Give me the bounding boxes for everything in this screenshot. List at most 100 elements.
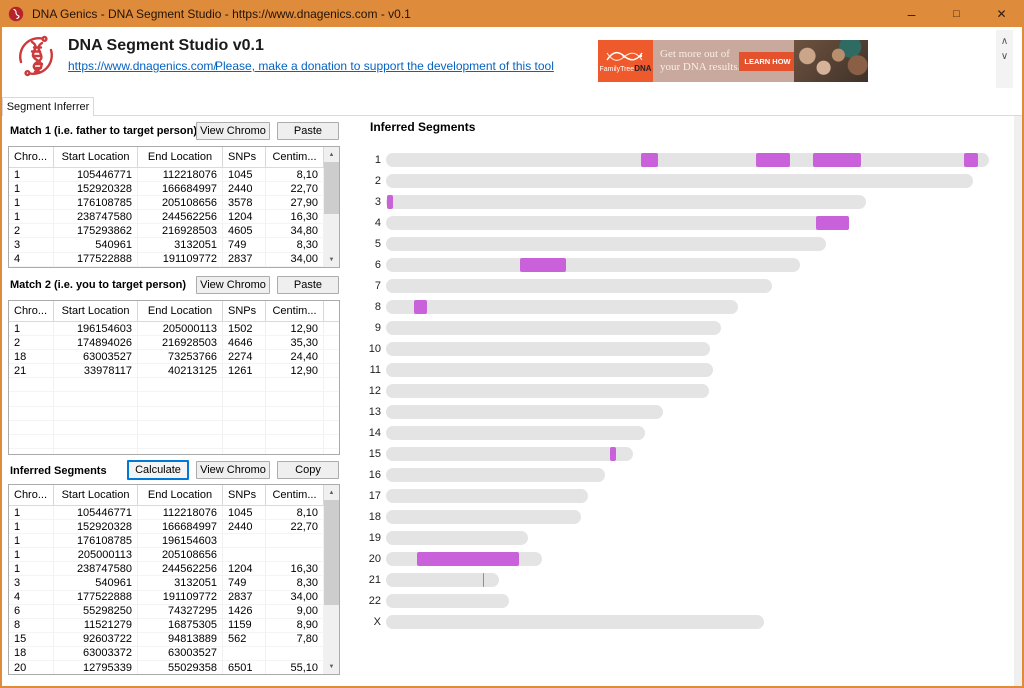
- chromosome-bar[interactable]: [386, 551, 543, 566]
- chromosome-bar[interactable]: [386, 446, 633, 461]
- match2-table[interactable]: Chro... Start Location End Location SNPs Cen…: [8, 300, 340, 455]
- table-row[interactable]: 2 175293862 216928503 4605 34,80: [9, 224, 339, 239]
- chromosome-bar[interactable]: [386, 362, 714, 377]
- column-header[interactable]: Start Location: [54, 147, 138, 167]
- tab-segment-inferrer[interactable]: Segment Inferrer: [2, 97, 94, 116]
- column-header[interactable]: End Location: [138, 147, 223, 167]
- column-header[interactable]: Centim...: [266, 485, 324, 505]
- chromosome-bar[interactable]: [386, 215, 849, 230]
- column-header[interactable]: Chro...: [9, 301, 54, 321]
- matched-segment[interactable]: [812, 152, 862, 167]
- chromosome-bar[interactable]: [386, 404, 663, 419]
- column-header[interactable]: Centim...: [266, 301, 324, 321]
- close-button[interactable]: ✕: [996, 6, 1007, 21]
- table-row[interactable]: 1 205000113 205108656: [9, 548, 339, 563]
- chromosome-bar[interactable]: [386, 530, 528, 545]
- table-row[interactable]: 3 540961 3132051 749 8,30: [9, 238, 339, 253]
- table-row[interactable]: 18 63003527 73253766 2274 24,40: [9, 350, 339, 365]
- table-row[interactable]: 2 174894026 216928503 4646 35,30: [9, 336, 339, 351]
- table-row[interactable]: 4 177522888 191109772 2837 34,00: [9, 590, 339, 605]
- chromosome-bar[interactable]: [386, 194, 867, 209]
- table-row[interactable]: 1 105446771 112218076 1045 8,10: [9, 168, 339, 183]
- table-scrollbar[interactable]: ▲ ▼: [324, 147, 339, 267]
- chromosome-bar[interactable]: [386, 152, 989, 167]
- chromosome-bar[interactable]: [386, 593, 510, 608]
- table-row[interactable]: 15 92603722 94813889 562 7,80: [9, 632, 339, 647]
- table-row[interactable]: 1 105446771 112218076 1045 8,10: [9, 506, 339, 521]
- scroll-up-icon[interactable]: ▲: [328, 489, 335, 496]
- matched-segment[interactable]: [413, 299, 427, 314]
- matched-segment[interactable]: [964, 152, 979, 167]
- matched-segment[interactable]: [387, 194, 394, 209]
- inferred-copy-button[interactable]: Copy: [277, 461, 339, 479]
- matched-segment[interactable]: [815, 215, 849, 230]
- match2-view-chromo-button[interactable]: View Chromo: [196, 276, 270, 294]
- column-header[interactable]: SNPs: [223, 301, 266, 321]
- table-row[interactable]: [9, 392, 339, 407]
- scroll-up-icon[interactable]: ∧: [1000, 36, 1009, 47]
- column-header[interactable]: Chro...: [9, 485, 54, 505]
- chromosome-bar[interactable]: [386, 278, 772, 293]
- chromosome-bar[interactable]: [386, 572, 500, 587]
- chromosome-bar[interactable]: [386, 173, 973, 188]
- match1-paste-button[interactable]: Paste: [277, 122, 339, 140]
- ad-banner[interactable]: FamilyTreeDNA Get more out of your DNA r…: [598, 40, 868, 82]
- chromosome-bar[interactable]: [386, 383, 709, 398]
- scrollbar-thumb[interactable]: [324, 162, 339, 214]
- scrollbar-thumb[interactable]: [324, 500, 339, 605]
- matched-segment[interactable]: [756, 152, 790, 167]
- table-row[interactable]: [9, 420, 339, 435]
- table-row[interactable]: [9, 406, 339, 421]
- table-row[interactable]: [9, 378, 339, 393]
- scroll-up-icon[interactable]: ▲: [328, 151, 335, 158]
- column-header[interactable]: End Location: [138, 301, 223, 321]
- table-row[interactable]: 4 177522888 191109772 2837 34,00: [9, 252, 339, 267]
- calculate-button[interactable]: Calculate: [127, 460, 189, 480]
- chromosome-bar[interactable]: [386, 257, 800, 272]
- chromosome-bar[interactable]: [386, 320, 722, 335]
- chromosome-bar[interactable]: [386, 614, 764, 629]
- match2-paste-button[interactable]: Paste: [277, 276, 339, 294]
- table-row[interactable]: 1 176108785 205108656 3578 27,90: [9, 196, 339, 211]
- donation-link[interactable]: Please, make a donation to support the d…: [215, 59, 554, 73]
- chromosome-bar[interactable]: [386, 341, 711, 356]
- column-header[interactable]: End Location: [138, 485, 223, 505]
- matched-segment[interactable]: [519, 257, 566, 272]
- chromosome-bar[interactable]: [386, 236, 826, 251]
- chromosome-bar[interactable]: [386, 509, 581, 524]
- table-row[interactable]: 6 55298250 74327295 1426 9,00: [9, 604, 339, 619]
- minimize-button[interactable]: –: [907, 5, 916, 22]
- table-row[interactable]: 1 176108785 196154603: [9, 534, 339, 549]
- chromosome-bar[interactable]: [386, 425, 646, 440]
- table-scrollbar[interactable]: ▲ ▼: [324, 485, 339, 674]
- matched-segment[interactable]: [610, 446, 616, 461]
- table-row[interactable]: 1 152920328 166684997 2440 22,70: [9, 182, 339, 197]
- column-header[interactable]: SNPs: [223, 485, 266, 505]
- column-header[interactable]: Centim...: [266, 147, 324, 167]
- table-row[interactable]: 1 196154603 205000113 1502 12,90: [9, 322, 339, 337]
- learn-how-button[interactable]: LEARN HOW: [739, 51, 796, 71]
- chromosome-bar[interactable]: [386, 299, 738, 314]
- header-scrollbar[interactable]: ∧ ∨: [996, 30, 1013, 88]
- table-row[interactable]: 1 152920328 166684997 2440 22,70: [9, 520, 339, 535]
- table-row[interactable]: 1 238747580 244562256 1204 16,30: [9, 210, 339, 225]
- table-row[interactable]: 21 33978117 40213125 1261 12,90: [9, 364, 339, 379]
- matched-segment[interactable]: [482, 572, 485, 587]
- scroll-down-icon[interactable]: ▼: [328, 663, 335, 670]
- inferred-view-chromo-button[interactable]: View Chromo: [196, 461, 270, 479]
- scroll-down-icon[interactable]: ∨: [1000, 51, 1009, 62]
- homepage-link[interactable]: https://www.dnagenics.com/: [68, 59, 217, 73]
- matched-segment[interactable]: [417, 551, 520, 566]
- table-row[interactable]: [9, 448, 339, 454]
- table-row[interactable]: [9, 434, 339, 449]
- column-header[interactable]: Start Location: [54, 301, 138, 321]
- column-header[interactable]: Start Location: [54, 485, 138, 505]
- matched-segment[interactable]: [641, 152, 658, 167]
- maximize-button[interactable]: □: [953, 7, 960, 20]
- table-row[interactable]: 8 11521279 16875305 1159 8,90: [9, 618, 339, 633]
- scroll-down-icon[interactable]: ▼: [328, 256, 335, 263]
- table-row[interactable]: 18 63003372 63003527: [9, 646, 339, 662]
- table-row[interactable]: 20 12795339 55029358 6501 55,10: [9, 661, 339, 674]
- table-row[interactable]: 3 540961 3132051 749 8,30: [9, 576, 339, 591]
- column-header[interactable]: SNPs: [223, 147, 266, 167]
